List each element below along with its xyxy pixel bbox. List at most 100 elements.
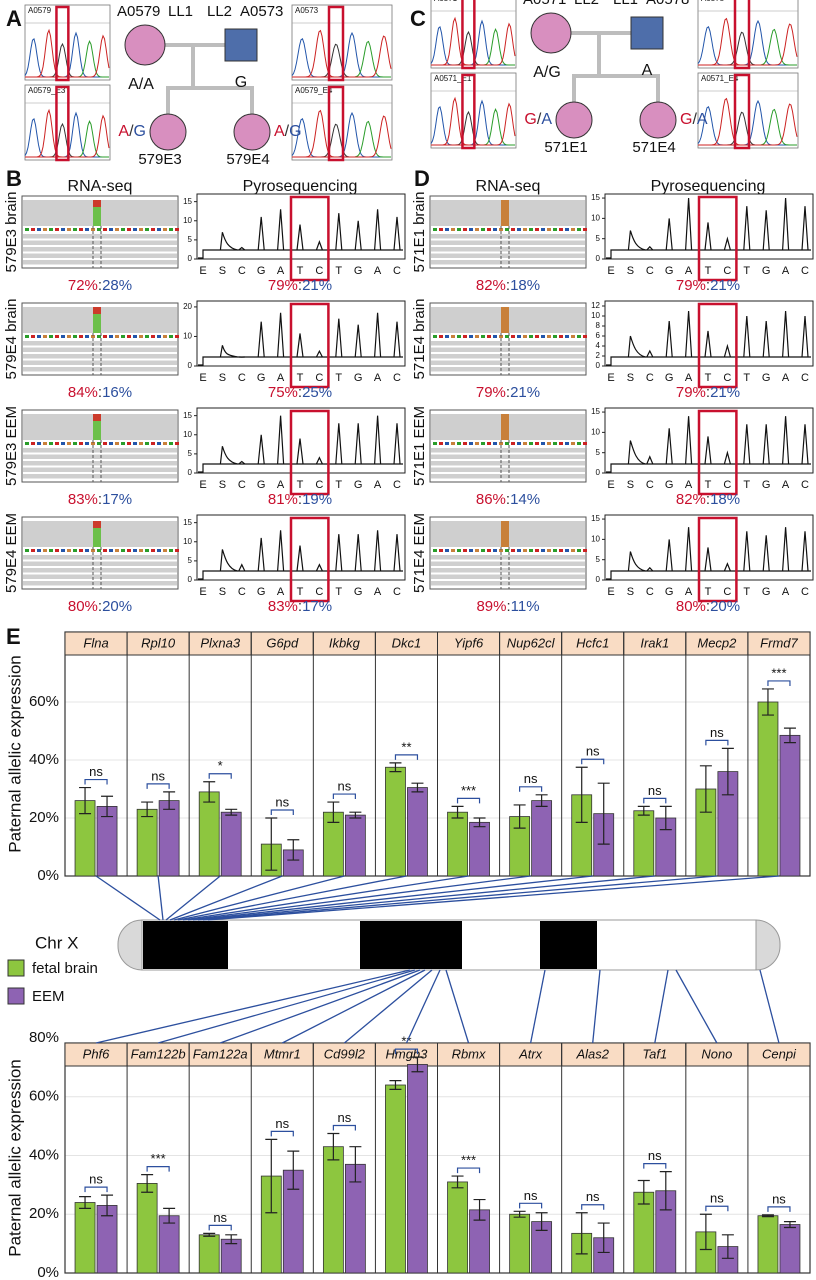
legend-swatch: [7, 987, 25, 1005]
trace-title: A0571: [434, 0, 458, 3]
sample-label: 579E4 brain: [3, 299, 20, 380]
significance-bracket: [84, 1186, 108, 1193]
mother-line: LL2: [574, 0, 599, 8]
allele-paternal: G: [134, 123, 146, 140]
y-tick-label: 10: [183, 332, 192, 341]
sequence-base: [163, 335, 167, 338]
mother-genotype: A/G: [533, 64, 561, 81]
y-tick-label: 5: [188, 235, 193, 244]
error-bar: [287, 1150, 300, 1190]
pyrogram-peak: [782, 416, 790, 465]
sample-label: 571E1 EEM: [411, 406, 428, 486]
y-tick-label: 12: [591, 301, 600, 310]
pyrogram-peak: [743, 206, 751, 251]
sequence-base: [547, 228, 551, 231]
error-bar: [637, 1179, 650, 1205]
sequence-base: [91, 228, 95, 231]
pyrogram-peak: [704, 222, 712, 251]
y-tick-label: 60%: [29, 693, 59, 710]
sequence-base: [433, 549, 437, 552]
pyrogram-peak: [238, 563, 246, 572]
read-row: [23, 354, 177, 359]
read-row: [431, 341, 585, 346]
error-bar: [411, 1056, 424, 1073]
panel-label: B: [6, 166, 22, 191]
significance-label: ns: [338, 778, 352, 793]
sequence-base: [487, 335, 491, 338]
pyrogram-peak: [685, 198, 693, 251]
y-tick-label: 20%: [29, 1205, 59, 1222]
dispensation-label: G: [354, 372, 363, 384]
paternal-ratio: 21%: [302, 277, 332, 294]
sequence-base: [169, 335, 173, 338]
child: [555, 101, 593, 139]
dispensation-label: C: [801, 479, 809, 491]
read-row: [431, 240, 585, 245]
ratio-separator: :: [298, 491, 302, 508]
variant-alt: [93, 414, 101, 421]
sequence-base: [133, 442, 137, 445]
allele-maternal: A: [274, 123, 285, 140]
significance-bracket: [705, 1205, 729, 1212]
child-id: 579E4: [226, 151, 269, 168]
read-row: [23, 367, 177, 372]
sequence-base: [583, 549, 587, 552]
pyrogram-peak: [238, 246, 246, 251]
gene-locus-line: [219, 969, 421, 1044]
dispensation-label: S: [219, 586, 226, 598]
sequence-base: [49, 549, 53, 552]
sequence-base: [499, 335, 503, 338]
read-row: [23, 581, 177, 586]
error-bar: [659, 1171, 672, 1211]
pyrogram-peak: [219, 446, 238, 465]
read-row: [431, 367, 585, 372]
sequence-base: [493, 549, 497, 552]
read-row: [431, 461, 585, 466]
y-tick-label: 10: [591, 427, 600, 436]
maternal-ratio: 80%: [68, 598, 98, 615]
panel-label: D: [414, 166, 430, 191]
sequence-base: [571, 549, 575, 552]
sequence-base: [115, 228, 119, 231]
mother-line: LL1: [168, 3, 193, 20]
read-row: [23, 454, 177, 459]
sequence-base: [535, 228, 539, 231]
significance-label: ns: [338, 1110, 352, 1125]
allelic-ratio: 81%:19%: [268, 491, 332, 508]
highlight-box: [733, 73, 751, 150]
sequence-base: [133, 549, 137, 552]
sequence-base: [121, 228, 125, 231]
bar: [198, 1234, 220, 1274]
panel-label: E: [6, 624, 21, 649]
y-tick-label: 0%: [37, 867, 59, 884]
error-bar: [575, 766, 588, 823]
gene-name: Irak1: [640, 635, 669, 650]
sample-label: 579E3 brain: [3, 192, 20, 273]
sequence-base: [175, 228, 179, 231]
variant-ref: [93, 207, 101, 226]
allele-maternal: A: [118, 123, 129, 140]
allele-paternal: G: [289, 123, 301, 140]
allelic-ratio: 83%:17%: [268, 598, 332, 615]
sequence-base: [31, 549, 35, 552]
pyrogram-peak: [219, 549, 238, 572]
sequence-base: [103, 228, 107, 231]
maternal-ratio: 82%: [476, 277, 506, 294]
gene-locus-line: [157, 875, 164, 921]
sequence-base: [523, 442, 527, 445]
y-tick-label: 5: [188, 449, 193, 458]
sequence-base: [169, 549, 173, 552]
ratio-separator: :: [506, 598, 510, 615]
sequence-base: [511, 442, 515, 445]
dispensation-label: E: [607, 479, 614, 491]
sequence-base: [109, 228, 113, 231]
bar: [633, 810, 655, 877]
pyrogram-peak: [801, 206, 809, 251]
variant-guide: [500, 440, 510, 482]
read-row: [23, 247, 177, 252]
y-tick-label: 60%: [29, 1088, 59, 1105]
ratio-separator: :: [506, 277, 510, 294]
dispensation-label: A: [374, 372, 382, 384]
dispensation-label: G: [257, 479, 266, 491]
sequence-base: [481, 335, 485, 338]
